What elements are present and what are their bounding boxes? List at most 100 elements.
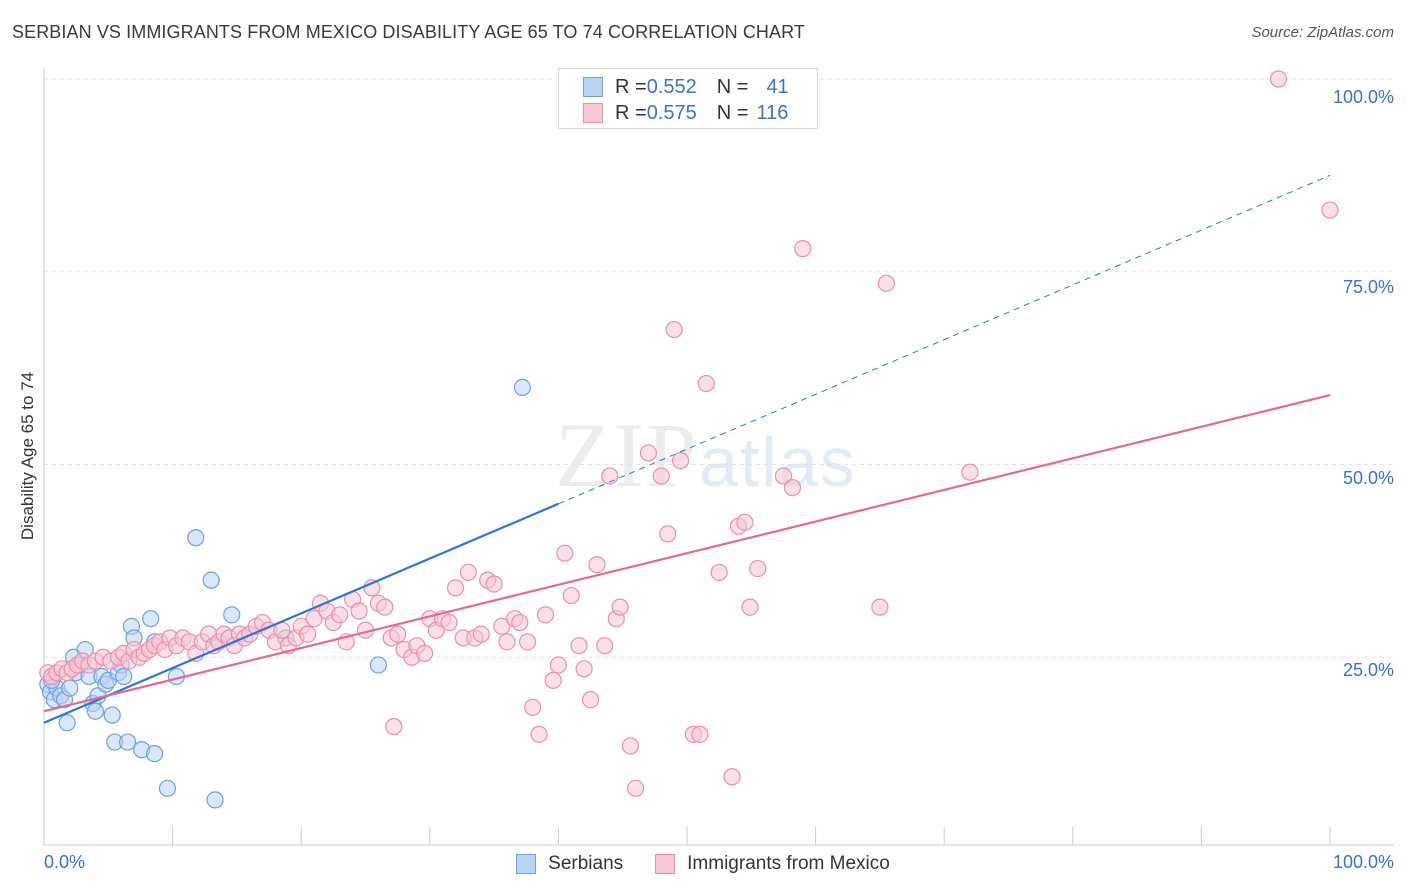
legend-row-serbians: R = 0.552 N = 41 <box>583 75 789 99</box>
legend-item-serbians: Serbians <box>516 853 623 875</box>
n-value: 41 <box>766 75 789 98</box>
r-value: 0.552 <box>646 75 697 98</box>
n-label: N = <box>716 75 749 98</box>
mexico-point-95 <box>621 737 640 755</box>
mexico-point-63 <box>416 644 434 662</box>
mexico-point-101 <box>671 452 690 470</box>
mexico-point-114 <box>871 598 889 616</box>
mexico-point-87 <box>570 637 588 655</box>
mexico-point-109 <box>741 598 759 616</box>
mexico-point-113 <box>794 240 812 258</box>
zipatlas-watermark: ZIPatlas <box>555 402 857 508</box>
legend-row-mexico: R = 0.575 N = 116 <box>583 101 788 125</box>
n-label: N = <box>716 101 749 124</box>
mexico-point-72 <box>472 625 490 643</box>
serbians-point-28 <box>142 610 160 628</box>
mexico-point-89 <box>581 691 600 709</box>
mexico-point-84 <box>549 656 568 674</box>
mexico-point-67 <box>440 613 458 632</box>
y-tick-label-75: 75.0% <box>1342 277 1394 297</box>
serbians-point-38 <box>369 656 387 674</box>
mexico-point-104 <box>697 374 715 393</box>
serbians-point-23 <box>115 667 133 686</box>
serbians-point-6 <box>58 714 76 732</box>
serbians-point-31 <box>158 779 177 797</box>
serbians-point-19 <box>103 706 121 724</box>
serbians-point-30 <box>145 745 164 763</box>
serbians-point-35 <box>206 791 224 809</box>
r-label: R = <box>615 75 647 98</box>
mexico-point-75 <box>493 617 511 636</box>
mexico-point-85 <box>556 544 574 562</box>
mexico-point-90 <box>588 556 606 574</box>
serbians-trend-line-extension <box>558 174 1331 505</box>
y-axis-label: Disability Age 65 to 74 <box>18 371 37 541</box>
mexico-point-98 <box>652 467 670 485</box>
mexico-point-100 <box>665 320 683 339</box>
correlation-legend: R = 0.552 N = 41 R = 0.575 N = 116 <box>558 68 818 129</box>
mexico-point-78 <box>511 613 529 632</box>
mexico-point-91 <box>596 637 614 655</box>
mexico-point-116 <box>961 463 979 481</box>
mexico-point-119 <box>385 718 403 736</box>
mexico-point-106 <box>723 768 741 786</box>
mexico-point-99 <box>659 525 677 543</box>
serbians-point-24 <box>118 733 137 751</box>
mexico-point-110 <box>749 559 767 578</box>
mexico-point-103 <box>691 725 709 743</box>
mexico-point-86 <box>562 586 580 605</box>
mexico-point-108 <box>736 513 754 531</box>
mexico-point-118 <box>1321 201 1339 219</box>
mexico-point-83 <box>544 671 562 689</box>
n-value: 116 <box>756 101 789 124</box>
mexico-point-50 <box>331 606 349 624</box>
x-tick-label-max: 100.0% <box>1332 852 1394 872</box>
serbians-point-7 <box>61 679 79 697</box>
mexico-point-53 <box>350 602 368 620</box>
y-tick-label-50: 50.0% <box>1342 468 1394 488</box>
mexico-point-82 <box>536 606 555 624</box>
mexico-point-88 <box>575 660 593 678</box>
legend-item-mexico: Immigrants from Mexico <box>655 853 890 875</box>
y-tick-label-100: 100.0% <box>1332 87 1394 107</box>
mexico-trend-line <box>43 394 1331 713</box>
serbians-swatch <box>583 77 603 97</box>
mexico-point-112 <box>783 479 802 497</box>
mexico-point-80 <box>524 698 542 716</box>
mexico-legend-swatch <box>655 854 676 874</box>
mexico-point-117 <box>1269 70 1288 88</box>
mexico-point-105 <box>710 563 728 582</box>
mexico-point-115 <box>877 274 895 292</box>
mexico-point-94 <box>611 598 629 616</box>
mexico-point-45 <box>299 625 317 643</box>
mexico-point-76 <box>498 633 516 651</box>
serbians-legend-swatch <box>516 854 537 874</box>
mexico-point-96 <box>626 779 645 797</box>
mexico-point-81 <box>530 725 548 743</box>
y-tick-label-25: 25.0% <box>1342 660 1394 680</box>
chart-title: SERBIAN VS IMMIGRANTS FROM MEXICO DISABI… <box>12 22 806 42</box>
legend-label-mexico: Immigrants from Mexico <box>687 853 890 874</box>
mexico-point-70 <box>459 563 477 582</box>
chart-source: Source: ZipAtlas.com <box>1251 24 1394 41</box>
series-legend: Serbians Immigrants from Mexico <box>0 850 1406 878</box>
mexico-point-111 <box>774 467 793 485</box>
r-value: 0.575 <box>646 101 697 124</box>
mexico-point-46 <box>305 610 323 628</box>
x-tick-label-min: 0.0% <box>44 852 86 872</box>
mexico-point-57 <box>376 598 394 616</box>
r-label: R = <box>615 101 647 124</box>
watermark-atlas: atlas <box>699 423 857 501</box>
mexico-point-79 <box>518 633 537 651</box>
serbians-trend-line <box>43 502 559 724</box>
serbians-point-14 <box>86 702 105 720</box>
serbians-point-36 <box>223 606 241 624</box>
mexico-point-68 <box>446 579 465 597</box>
serbians-point-39 <box>513 378 531 396</box>
serbians-point-33 <box>187 529 205 547</box>
legend-label-serbians: Serbians <box>548 853 624 874</box>
mexico-point-97 <box>639 444 658 462</box>
mexico-point-59 <box>389 625 407 643</box>
serbians-point-34 <box>202 571 220 589</box>
